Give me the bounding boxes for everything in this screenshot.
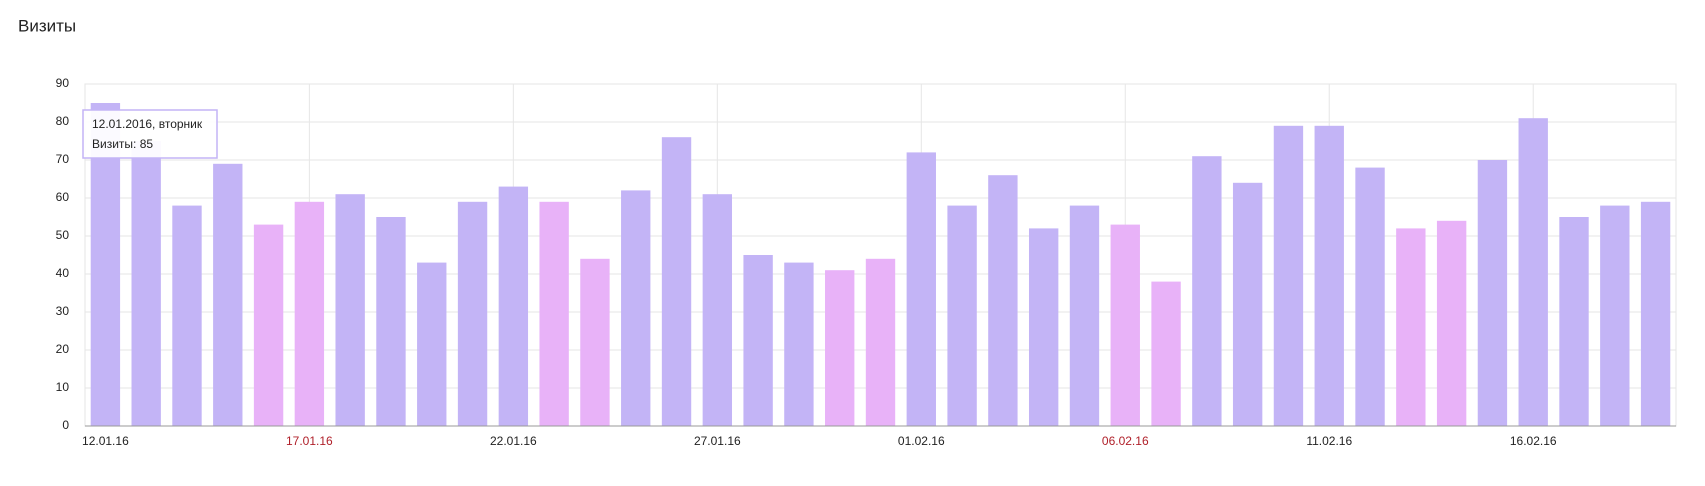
x-tick-label: 06.02.16 [1102,434,1149,448]
tooltip-text: Визиты: 85 [92,137,153,151]
bar [457,201,488,426]
bar [947,205,977,426]
y-tick-label: 60 [56,190,70,204]
y-tick-label: 90 [56,76,70,90]
x-tick-label: 16.02.16 [1510,434,1557,448]
bar [743,255,773,426]
bar [1273,125,1304,427]
bar [1028,228,1059,426]
y-tick-label: 20 [56,342,70,356]
bar [294,201,325,426]
bar [1600,205,1630,426]
bar [1436,220,1467,426]
bar [865,258,896,426]
bar [988,175,1018,426]
bar [621,190,651,426]
y-tick-label: 70 [56,152,70,166]
bar [1559,217,1589,426]
bar [702,194,733,426]
tooltip-box [82,109,218,159]
bar [539,201,569,426]
bar [213,163,243,427]
x-tick-label: 11.02.16 [1306,434,1352,448]
bar [1477,160,1508,426]
bar [784,262,814,426]
x-tick-label: 27.01.16 [694,434,741,448]
bar [172,205,202,426]
bar [335,194,365,426]
bar [906,152,936,426]
bar [1110,224,1140,426]
chart-title: Визиты [18,16,76,35]
bar [1192,156,1222,426]
bar [1518,118,1548,426]
bar [253,224,284,426]
y-tick-label: 50 [56,228,70,242]
bar [1151,281,1181,426]
bar [1396,228,1426,426]
bar [1069,205,1100,426]
bar [825,270,855,426]
y-tick-label: 30 [56,304,70,318]
bar [1355,167,1385,426]
bar [498,186,529,426]
x-tick-label: 01.02.16 [898,434,945,448]
x-tick-label: 17.01.16 [286,434,333,448]
y-tick-label: 40 [56,266,70,280]
x-tick-label: 12.01.16 [82,434,129,448]
bar [661,137,692,426]
bar [376,217,406,426]
bar [417,262,447,426]
y-tick-label: 10 [56,380,70,394]
bar [1314,125,1344,427]
y-tick-label: 0 [62,418,69,432]
x-tick-label: 22.01.16 [490,434,537,448]
bar [1640,201,1671,426]
bar [580,258,610,426]
bar [1232,182,1263,426]
bar [131,141,161,426]
y-tick-label: 80 [56,114,70,128]
tooltip-title: 12.01.2016, вторник [92,117,203,131]
